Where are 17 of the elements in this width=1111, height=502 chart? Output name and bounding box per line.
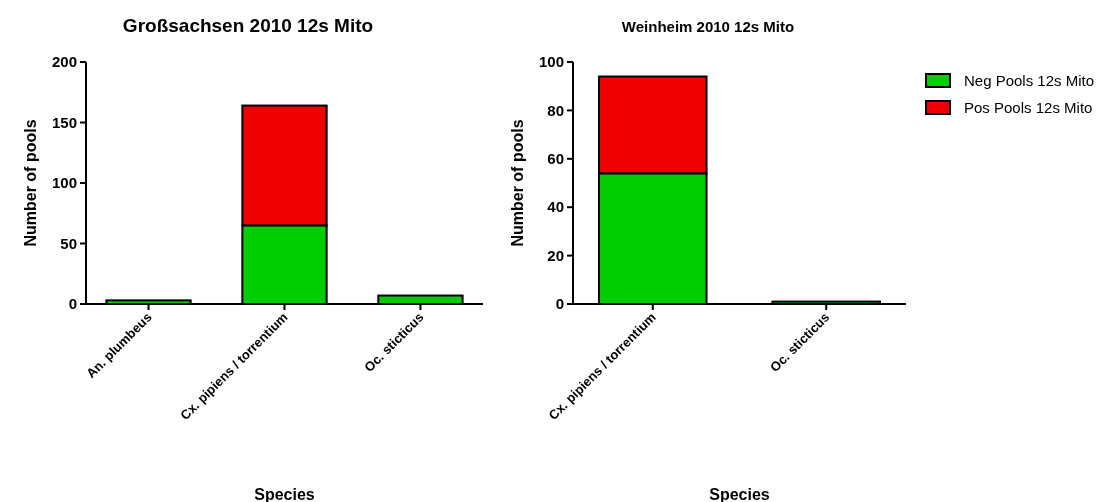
y-tick-label: 20 (547, 246, 564, 264)
chart-title: Großsachsen 2010 12s Mito (122, 15, 374, 36)
y-tick-label: 60 (547, 150, 564, 168)
legend-label: Pos Pools 12s Mito (964, 99, 1093, 117)
y-axis-title: Number of pools (509, 119, 526, 247)
legend-label: Neg Pools 12s Mito (964, 72, 1095, 90)
y-tick-label: 150 (51, 113, 77, 131)
y-tick-label: 80 (547, 101, 564, 119)
y-tick-label: 0 (68, 295, 77, 313)
y-tick-label: 40 (547, 198, 564, 216)
y-tick-label: 0 (555, 295, 564, 313)
chart-title: Weinheim 2010 12s Mito (621, 18, 795, 35)
y-tick-label: 50 (60, 234, 77, 252)
y-axis-title: Number of pools (22, 119, 39, 247)
y-tick-label: 200 (51, 53, 77, 71)
y-tick-label: 100 (51, 174, 77, 192)
y-tick-label: 100 (538, 53, 564, 71)
